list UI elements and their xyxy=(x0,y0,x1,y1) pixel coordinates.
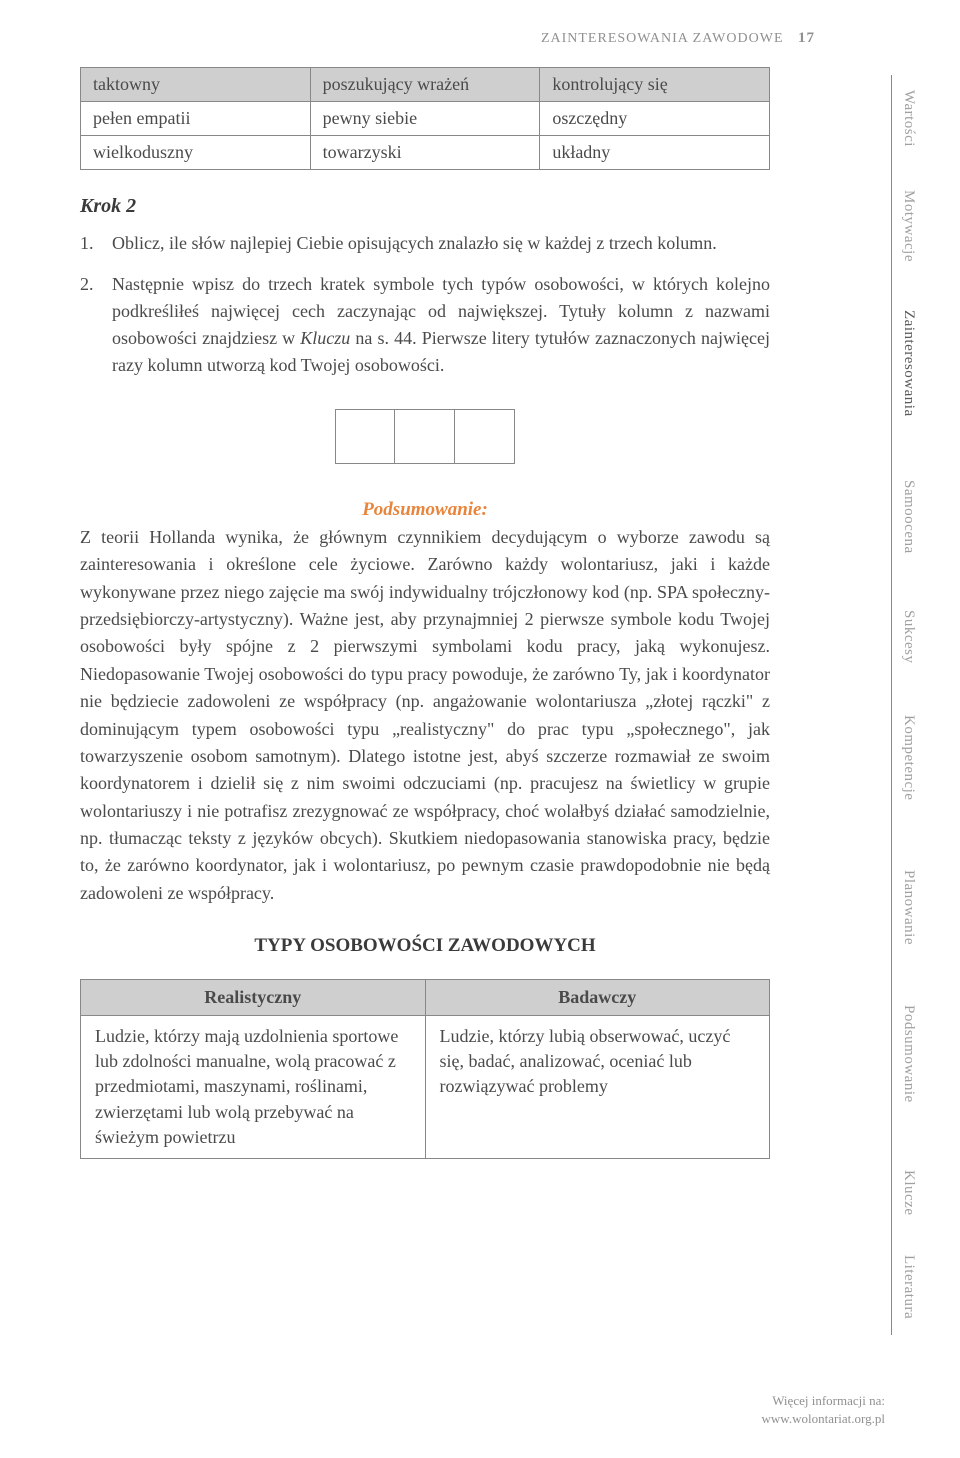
traits-cell: oszczędny xyxy=(540,102,770,136)
traits-cell: wielkoduszny xyxy=(81,136,311,170)
traits-row: taktownyposzukujący wrażeńkontrolujący s… xyxy=(81,68,770,102)
types-cell-2: Ludzie, którzy lubią obserwować, uczyć s… xyxy=(425,1016,770,1159)
footer-line2: www.wolontariat.org.pl xyxy=(762,1410,885,1428)
types-table: Realistyczny Badawczy Ludzie, którzy maj… xyxy=(80,979,770,1159)
traits-cell: kontrolujący się xyxy=(540,68,770,102)
footer-line1: Więcej informacji na: xyxy=(762,1392,885,1410)
side-tab[interactable]: Sukcesy xyxy=(900,610,917,664)
krok-item-1-text: Oblicz, ile słów najlepiej Ciebie opisuj… xyxy=(112,233,717,253)
main-content: taktownyposzukujący wrażeńkontrolujący s… xyxy=(0,67,850,1159)
types-heading: TYPY OSOBOWOŚCI ZAWODOWYCH xyxy=(80,935,770,957)
side-tab[interactable]: Wartości xyxy=(900,90,917,147)
side-tabs: WartościMotywacjeZainteresowaniaSamoocen… xyxy=(891,75,892,1335)
traits-row: pełen empatiipewny siebieoszczędny xyxy=(81,102,770,136)
traits-cell: układny xyxy=(540,136,770,170)
page-header: ZAINTERESOWANIA ZAWODOWE 17 xyxy=(0,0,960,67)
code-box-3[interactable] xyxy=(455,409,515,464)
traits-cell: taktowny xyxy=(81,68,311,102)
traits-cell: towarzyski xyxy=(310,136,540,170)
krok-item-2-text: Następnie wpisz do trzech kratek symbole… xyxy=(112,274,770,375)
types-col-1: Realistyczny xyxy=(81,980,426,1016)
traits-cell: poszukujący wrażeń xyxy=(310,68,540,102)
traits-table: taktownyposzukujący wrażeńkontrolujący s… xyxy=(80,67,770,170)
page-number: 17 xyxy=(798,30,815,46)
section-title: ZAINTERESOWANIA ZAWODOWE xyxy=(541,31,784,46)
side-tab[interactable]: Motywacje xyxy=(900,190,917,262)
side-tab[interactable]: Literatura xyxy=(900,1255,917,1319)
krok-item-2: Następnie wpisz do trzech kratek symbole… xyxy=(80,271,770,379)
traits-cell: pełen empatii xyxy=(81,102,311,136)
types-col-2: Badawczy xyxy=(425,980,770,1016)
side-tab[interactable]: Klucze xyxy=(900,1170,917,1215)
krok-list: Oblicz, ile słów najlepiej Ciebie opisuj… xyxy=(80,230,770,379)
code-boxes xyxy=(80,409,770,464)
side-tab[interactable]: Samoocena xyxy=(900,480,917,554)
side-tab[interactable]: Kompetencje xyxy=(900,715,917,800)
traits-row: wielkodusznytowarzyskiukładny xyxy=(81,136,770,170)
footer: Więcej informacji na: www.wolontariat.or… xyxy=(762,1392,885,1428)
code-box-2[interactable] xyxy=(395,409,455,464)
krok-item-1: Oblicz, ile słów najlepiej Ciebie opisuj… xyxy=(80,230,770,257)
krok-heading: Krok 2 xyxy=(80,195,770,218)
side-tab[interactable]: Podsumowanie xyxy=(900,1005,917,1103)
code-box-1[interactable] xyxy=(335,409,395,464)
side-tab[interactable]: Zainteresowania xyxy=(900,310,917,417)
side-tab[interactable]: Planowanie xyxy=(900,870,917,945)
summary-text: Z teorii Hollanda wynika, że głównym czy… xyxy=(80,524,770,907)
types-cell-1: Ludzie, którzy mają uzdolnienia sportowe… xyxy=(81,1016,426,1159)
summary-heading: Podsumowanie: xyxy=(80,499,770,521)
traits-cell: pewny siebie xyxy=(310,102,540,136)
